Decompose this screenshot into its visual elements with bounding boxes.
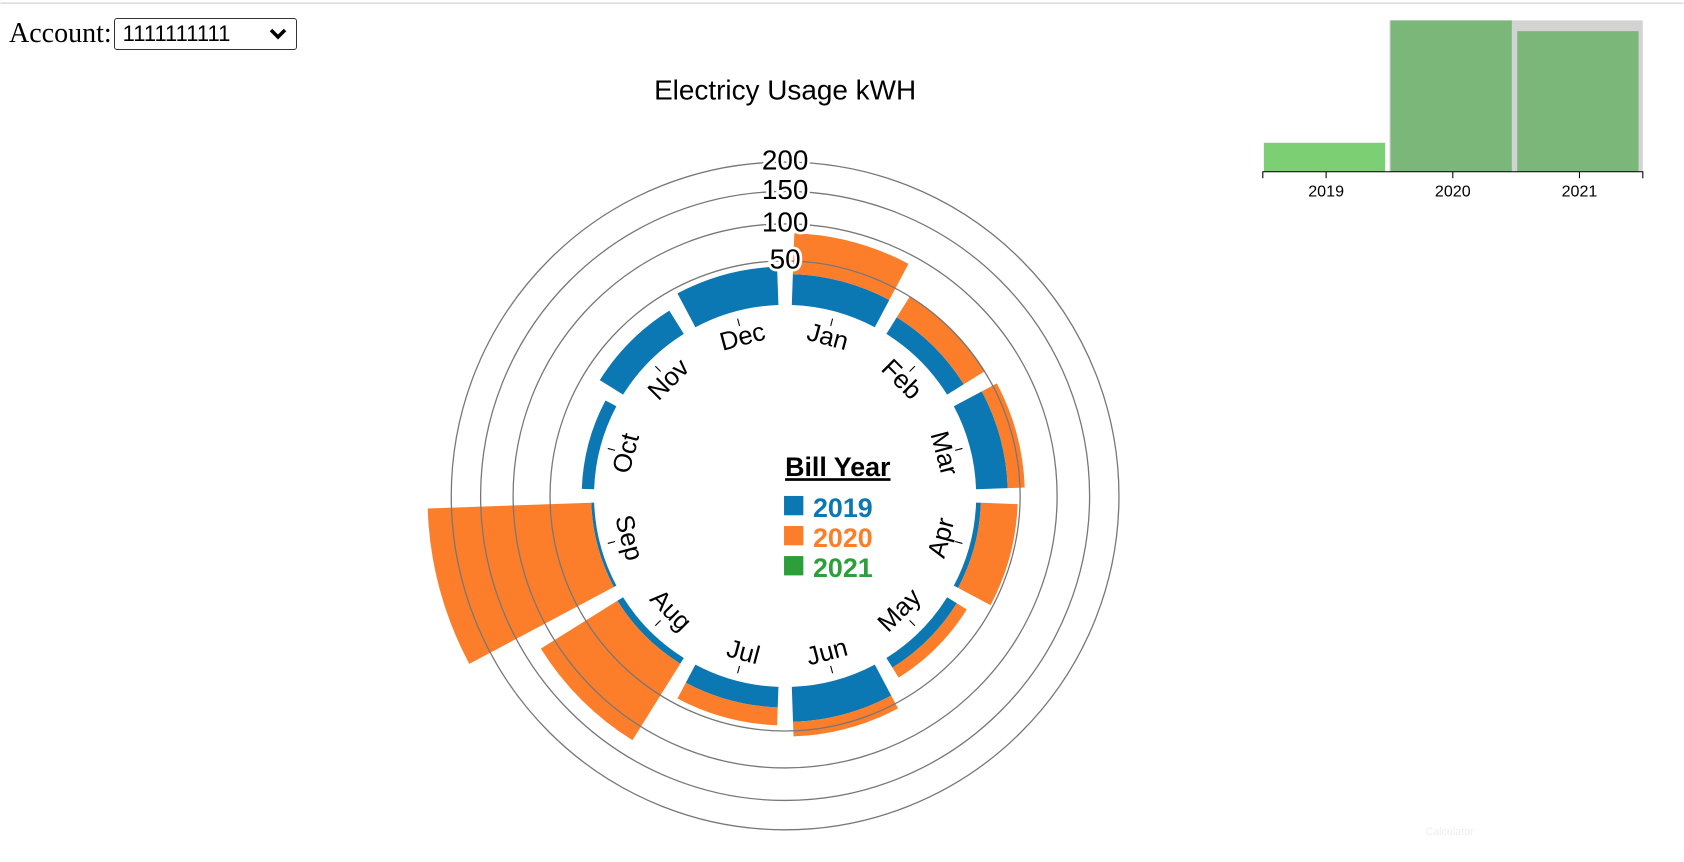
category-label: Oct xyxy=(608,430,645,476)
category-tick xyxy=(654,620,661,627)
r-tick-label: 50 xyxy=(770,243,801,274)
account-control: Account: 1111111111 xyxy=(9,18,297,50)
x-tick-label: 2020 xyxy=(1435,182,1471,200)
legend-label: 2019 xyxy=(813,493,873,523)
bar-segment xyxy=(886,597,957,668)
bar-segment xyxy=(958,502,1018,606)
category-label: Sep xyxy=(609,512,648,564)
grid-ring xyxy=(450,161,1120,831)
chart-title: Electricy Usage kWH xyxy=(654,75,916,106)
dropdown-arrow xyxy=(269,28,286,40)
x-axis xyxy=(1262,171,1644,179)
bar-segment xyxy=(540,600,681,741)
category-tick xyxy=(909,620,916,627)
category-label: Jun xyxy=(803,634,850,672)
r-tick-label: 200 xyxy=(762,144,809,175)
legend-swatch xyxy=(784,495,804,516)
category-tick xyxy=(607,447,616,451)
category-label: May xyxy=(873,583,927,637)
category-tick xyxy=(830,318,834,327)
x-tick-label: 2019 xyxy=(1308,182,1344,200)
bar-segment xyxy=(427,502,614,664)
bar-segment xyxy=(792,233,909,300)
bar-segment xyxy=(791,664,892,722)
bar-segment xyxy=(793,695,899,737)
r-tick-label: 150 xyxy=(762,174,809,205)
category-label: Nov xyxy=(643,354,695,406)
bar-segment xyxy=(617,597,684,664)
r-tick-label: 100 xyxy=(762,206,809,237)
category-tick xyxy=(737,665,741,674)
legend-swatch xyxy=(784,526,804,546)
bar-segment xyxy=(685,664,779,708)
bar-segment xyxy=(677,266,779,328)
legend-title: Bill Year xyxy=(785,452,891,482)
bar-segment xyxy=(981,383,1025,489)
category-tick xyxy=(955,540,963,544)
grid-ring xyxy=(512,223,1058,769)
bar xyxy=(1263,142,1386,172)
legend-swatch xyxy=(784,556,804,576)
category-label: Jan xyxy=(804,318,851,356)
bar-segment xyxy=(953,391,1008,490)
grid-ring xyxy=(479,190,1091,802)
bar-segment xyxy=(591,502,617,588)
bar-segment xyxy=(896,295,986,385)
account-value: 1111111111 xyxy=(122,21,231,46)
category-label: Mar xyxy=(925,428,964,478)
legend-label: 2020 xyxy=(813,523,873,553)
bar-segment xyxy=(599,310,684,395)
category-tick xyxy=(955,447,963,451)
bar-segment xyxy=(953,502,981,588)
bar-segment xyxy=(892,603,967,678)
footer-text: Calculator xyxy=(1425,826,1474,838)
account-label: Account: xyxy=(9,18,112,49)
category-label: Dec xyxy=(717,318,769,357)
account-select[interactable]: 1111111111 xyxy=(113,18,297,50)
category-label: Apr xyxy=(923,514,961,560)
category-tick xyxy=(654,365,661,372)
bar xyxy=(1390,20,1512,172)
category-label: Feb xyxy=(876,354,927,405)
bar-segment xyxy=(886,317,964,395)
legend-label: 2021 xyxy=(813,553,873,583)
category-tick xyxy=(607,540,616,544)
bar-segment xyxy=(791,274,890,328)
bar-segment xyxy=(677,682,778,726)
category-tick xyxy=(909,365,916,372)
category-tick xyxy=(830,665,834,674)
bar xyxy=(1517,31,1639,172)
bar-segment xyxy=(581,400,617,490)
category-tick xyxy=(737,318,741,327)
x-tick-label: 2021 xyxy=(1562,182,1598,200)
category-label: Jul xyxy=(724,635,763,671)
grid-ring xyxy=(549,260,1021,732)
category-label: Aug xyxy=(644,584,696,636)
